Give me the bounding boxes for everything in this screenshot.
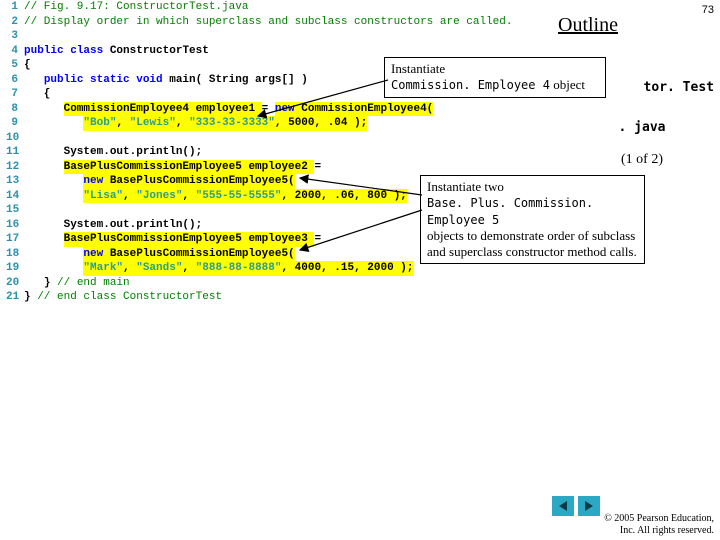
- page-number: 73: [702, 4, 714, 16]
- nav-buttons: [552, 496, 600, 516]
- code-row: 6 public static void main( String args[]…: [6, 73, 448, 88]
- next-button[interactable]: [578, 496, 600, 516]
- code-row: 15: [6, 203, 448, 218]
- code-row: 8 CommissionEmployee4 employee1 = new Co…: [6, 102, 448, 117]
- next-icon: [583, 500, 595, 512]
- copyright-line: © 2005 Pearson Education,: [604, 513, 714, 525]
- callout-line: Commission. Employee 4 object: [391, 77, 599, 93]
- code-row: 21} // end class ConstructorTest: [6, 290, 448, 305]
- page-progress: (1 of 2): [582, 152, 702, 168]
- callout-employee4: Instantiate Commission. Employee 4 objec…: [384, 57, 606, 98]
- code-row: 10: [6, 131, 448, 146]
- code-row: 2// Display order in which superclass an…: [6, 15, 448, 30]
- code-row: 18 new BasePlusCommissionEmployee5(: [6, 247, 448, 262]
- callout-line: Instantiate: [391, 61, 599, 77]
- outline-heading: Outline: [558, 14, 618, 37]
- code-row: 12 BasePlusCommissionEmployee5 employee2…: [6, 160, 448, 175]
- code-row: 16 System.out.println();: [6, 218, 448, 233]
- code-row: 1// Fig. 9.17: ConstructorTest.java: [6, 0, 448, 15]
- callout-line: Base. Plus. Commission. Employee 5: [427, 195, 638, 228]
- code-row: 17 BasePlusCommissionEmployee5 employee3…: [6, 232, 448, 247]
- code-row: 4public class ConstructorTest: [6, 44, 448, 59]
- code-row: 7 {: [6, 87, 448, 102]
- prev-button[interactable]: [552, 496, 574, 516]
- callout-line: Instantiate two: [427, 179, 638, 195]
- callout-line: and superclass constructor method calls.: [427, 244, 638, 260]
- code-row: 20 } // end main: [6, 276, 448, 291]
- code-row: 14 "Lisa", "Jones", "555-55-5555", 2000,…: [6, 189, 448, 204]
- code-row: 9 "Bob", "Lewis", "333-33-3333", 5000, .…: [6, 116, 448, 131]
- callout-line: objects to demonstrate order of subclass: [427, 228, 638, 244]
- code-row: 19 "Mark", "Sands", "888-88-8888", 4000,…: [6, 261, 448, 276]
- code-block: 1// Fig. 9.17: ConstructorTest.java 2// …: [0, 0, 448, 305]
- filename-ext: . java: [582, 120, 702, 136]
- code-row: 11 System.out.println();: [6, 145, 448, 160]
- slide: 73 Outline tor. Test . java (1 of 2) 1//…: [0, 0, 720, 540]
- prev-icon: [557, 500, 569, 512]
- code-row: 3: [6, 29, 448, 44]
- copyright-line: Inc. All rights reserved.: [604, 525, 714, 537]
- callout-employee5: Instantiate two Base. Plus. Commission. …: [420, 175, 645, 264]
- code-row: 13 new BasePlusCommissionEmployee5(: [6, 174, 448, 189]
- copyright: © 2005 Pearson Education, Inc. All right…: [604, 513, 714, 536]
- code-row: 5{: [6, 58, 448, 73]
